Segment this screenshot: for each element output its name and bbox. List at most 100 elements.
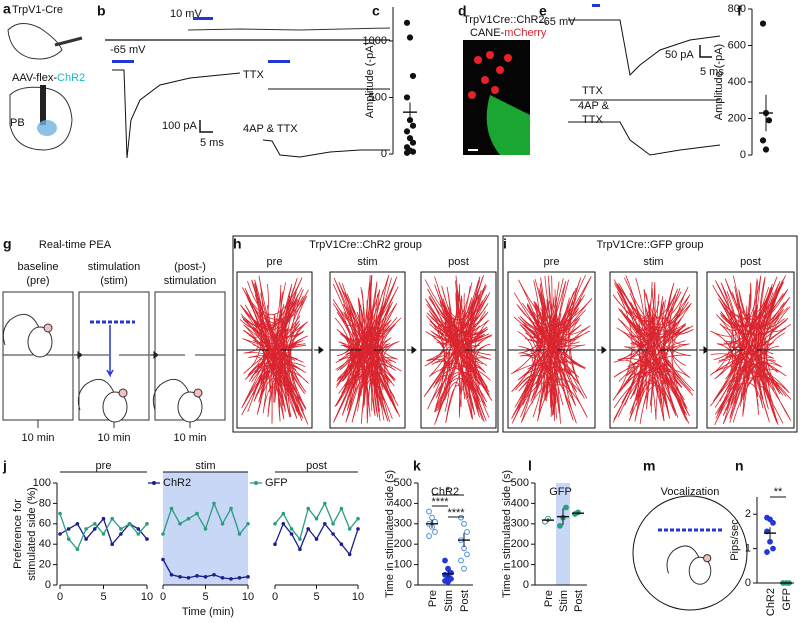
stain-label: CANE-mCherry — [470, 27, 547, 39]
data-point — [563, 504, 569, 511]
data-point — [58, 532, 62, 536]
y-tick-label: 2 — [745, 508, 751, 520]
data-point — [464, 551, 470, 558]
data-point — [237, 576, 242, 580]
x-tick-label: 0 — [160, 591, 166, 603]
data-point — [66, 527, 71, 531]
y-tick-label: 100 — [394, 559, 412, 571]
legend-swatch — [152, 481, 156, 485]
trajectory — [525, 308, 591, 401]
x-tick-label: Pre — [543, 590, 555, 607]
data-point — [161, 532, 165, 536]
data-point — [84, 527, 88, 531]
red-cell — [481, 76, 489, 84]
trajectory — [516, 278, 580, 337]
trajectory — [728, 276, 792, 421]
x-tick-label: 10 — [242, 591, 254, 603]
data-point — [426, 533, 432, 539]
data-point — [406, 34, 414, 41]
trajectory — [425, 298, 492, 413]
mouse-ear — [703, 554, 712, 563]
x-tick-label: Post — [459, 590, 471, 612]
y-tick-label: 500 — [511, 477, 529, 489]
trajectory — [618, 294, 694, 396]
phase-label: stimulation — [164, 275, 217, 287]
y-tick-label: 1000 — [363, 35, 387, 47]
x-tick-label: 5 — [202, 591, 208, 603]
data-point — [84, 537, 88, 541]
y-tick-label: 600 — [728, 39, 746, 51]
data-point — [145, 522, 149, 526]
y-tick-label: 400 — [728, 76, 746, 88]
legend-swatch — [254, 481, 258, 485]
trajectory — [243, 283, 301, 408]
phase-label: (pre) — [26, 275, 49, 287]
trajectory — [546, 313, 574, 421]
data-point — [101, 516, 106, 521]
trajectory — [339, 316, 395, 412]
data-point — [306, 527, 311, 531]
trajectory — [240, 279, 299, 418]
mouse-line: TrpV1-Cre — [12, 4, 63, 16]
mouse-body — [688, 556, 712, 585]
data-point — [314, 516, 319, 521]
data-point — [220, 576, 225, 580]
trajectory — [730, 304, 786, 410]
trajectory — [719, 275, 785, 417]
panel-title: GFP — [549, 486, 572, 498]
data-point — [356, 527, 360, 531]
green-fibers — [486, 95, 530, 155]
data-point — [281, 511, 286, 516]
trajectory — [241, 277, 300, 416]
phase-label: post — [448, 256, 469, 268]
segment-label: post — [306, 460, 327, 472]
trajectory — [345, 274, 402, 407]
phase-label: pre — [267, 256, 283, 268]
pb-area — [37, 120, 57, 136]
panel-label: l — [528, 458, 532, 474]
panel-label: m — [643, 458, 655, 474]
y-tick-label: 200 — [394, 538, 412, 550]
segment-label: stim — [195, 460, 215, 472]
duration-label: 10 min — [97, 432, 130, 444]
condition-label: TTX — [582, 114, 603, 126]
trajectory — [514, 296, 586, 408]
data-point — [770, 519, 776, 526]
red-cell — [496, 66, 504, 74]
trajectory — [341, 320, 392, 416]
trajectory — [333, 303, 398, 423]
data-point — [58, 511, 62, 516]
data-point — [432, 529, 438, 535]
trajectory — [340, 294, 392, 423]
y-axis-label: Time in stimulated side (s) — [501, 470, 513, 598]
y-axis-label: Amplitude (-pA) — [713, 44, 725, 120]
holding-label: -65 mV — [540, 16, 576, 28]
stain-part: CANE- — [470, 27, 505, 39]
panel-title: Vocalization — [661, 486, 720, 498]
data-point — [339, 542, 344, 546]
trajectory — [645, 293, 692, 392]
data-point — [442, 557, 448, 564]
legend-label: GFP — [265, 477, 288, 489]
trajectory — [518, 314, 561, 418]
data-point — [331, 522, 335, 526]
mouse-icon — [666, 545, 701, 574]
trajectory — [243, 324, 306, 411]
duration-label: 10 min — [21, 432, 54, 444]
scale-label: 100 pA — [162, 120, 198, 132]
data-point — [229, 506, 233, 511]
trajectory — [715, 276, 791, 403]
trajectory — [518, 275, 561, 424]
group-frame — [232, 235, 499, 433]
data-point — [195, 574, 199, 578]
mouse-body — [102, 391, 128, 423]
data-point — [458, 557, 464, 564]
panel-title: Real-time PEA — [39, 239, 112, 251]
group-title: TrpV1Cre::ChR2 group — [309, 239, 422, 251]
data-point — [110, 542, 114, 546]
x-tick-label: 5 — [313, 591, 319, 603]
data-point — [101, 532, 106, 536]
light-pulse — [112, 60, 134, 63]
syringe — [54, 36, 83, 47]
